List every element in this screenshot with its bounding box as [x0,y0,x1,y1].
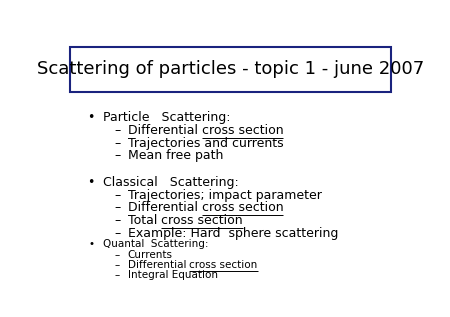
Text: Currents: Currents [128,250,173,260]
Text: Classical   Scattering:: Classical Scattering: [104,176,239,189]
Text: –: – [114,189,121,202]
Text: Differential: Differential [128,124,202,137]
Text: –: – [114,227,121,240]
Text: Scattering of particles - topic 1 - june 2007: Scattering of particles - topic 1 - june… [37,60,424,78]
Text: –: – [114,201,121,214]
Text: cross section: cross section [202,201,284,214]
Text: –: – [115,260,120,270]
Text: –: – [114,149,121,162]
Text: Example: Hard  sphere scattering: Example: Hard sphere scattering [128,227,338,240]
Text: –: – [114,214,121,227]
Text: Quantal  Scattering:: Quantal Scattering: [104,239,209,249]
Text: Particle   Scattering:: Particle Scattering: [104,111,231,124]
Text: Integral Equation: Integral Equation [128,270,218,280]
Text: •: • [87,111,95,124]
Text: –: – [115,270,120,280]
Text: Trajectories; impact parameter: Trajectories; impact parameter [128,189,322,202]
Text: Differential: Differential [128,201,202,214]
Text: •: • [87,176,95,189]
Text: •: • [88,239,94,249]
Text: –: – [114,137,121,150]
Text: Total: Total [128,214,161,227]
Text: Differential: Differential [128,260,189,270]
Text: cross section: cross section [161,214,243,227]
FancyBboxPatch shape [70,47,391,92]
Text: Trajectories and currents: Trajectories and currents [128,137,284,150]
Text: Mean free path: Mean free path [128,149,223,162]
Text: cross section: cross section [189,260,258,270]
Text: cross section: cross section [202,124,284,137]
Text: –: – [114,124,121,137]
Text: –: – [115,250,120,260]
